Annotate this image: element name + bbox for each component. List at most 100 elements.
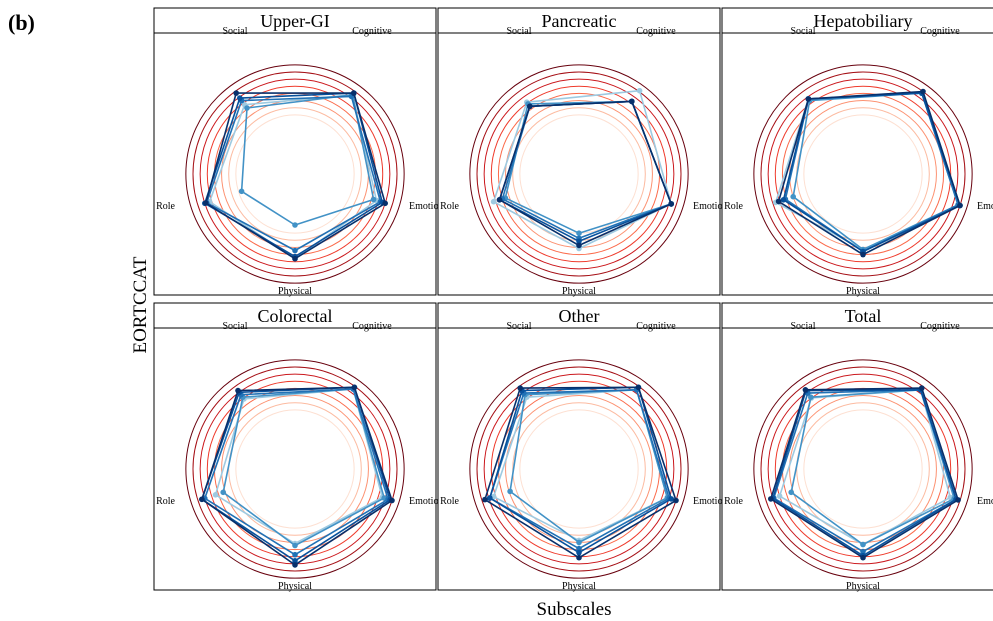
grid-ring	[760, 71, 966, 277]
data-point	[805, 96, 812, 102]
data-point	[788, 489, 794, 496]
data-point	[576, 242, 582, 249]
data-point	[768, 496, 774, 502]
data-point	[490, 198, 497, 205]
data-point	[629, 98, 635, 105]
grid-ring	[767, 78, 959, 270]
data-point	[199, 496, 205, 503]
axis-label: Social	[507, 26, 532, 37]
series-line	[204, 388, 389, 556]
data-point	[668, 496, 674, 502]
data-point	[860, 554, 866, 561]
data-point	[292, 222, 298, 228]
data-point	[212, 492, 219, 498]
grid-ring	[760, 366, 966, 572]
axis-label: Physical	[846, 286, 880, 297]
axis-label: Role	[724, 201, 743, 212]
series-line	[771, 388, 957, 557]
axis-label: Emotional	[977, 496, 993, 507]
panel-frame	[437, 7, 721, 296]
data-point	[487, 495, 493, 501]
data-point	[233, 90, 239, 96]
series-line	[240, 94, 375, 226]
data-point	[802, 387, 809, 393]
grid-ring	[483, 78, 675, 270]
data-point	[389, 497, 395, 504]
data-point	[220, 489, 226, 496]
data-point	[527, 103, 533, 110]
data-point	[576, 230, 582, 236]
grid-ring	[483, 373, 675, 565]
data-point	[235, 387, 241, 394]
axis-label: Cognitive	[636, 321, 676, 332]
series-line	[201, 386, 393, 566]
series-line	[208, 94, 378, 260]
radar-panel: Colorectal Cognitive Emotional Physical Role…	[153, 302, 451, 592]
series-line	[201, 386, 391, 562]
grid-ring	[519, 409, 639, 529]
x-axis-label: Subscales	[537, 599, 612, 620]
data-point	[808, 394, 814, 401]
grid-ring	[469, 64, 689, 284]
series-line	[488, 386, 673, 554]
panel-frame	[721, 302, 993, 591]
data-point	[292, 247, 298, 254]
data-point	[668, 201, 674, 207]
panel-title: Hepatobiliary	[814, 11, 913, 31]
series-line	[492, 89, 673, 250]
series-line	[777, 90, 961, 256]
data-point	[292, 551, 298, 558]
data-point	[957, 202, 963, 209]
axis-label: Physical	[278, 286, 312, 297]
data-point	[576, 539, 582, 546]
data-point	[482, 496, 488, 503]
axis-label: Cognitive	[920, 26, 960, 37]
series-line	[205, 95, 382, 252]
series-line	[484, 386, 677, 559]
grid-ring	[206, 85, 384, 263]
data-point	[507, 488, 513, 495]
grid-ring	[235, 409, 355, 529]
axis-label: Role	[156, 496, 175, 507]
data-point	[635, 384, 642, 391]
data-point	[920, 88, 926, 95]
panel-title: Pancreatic	[542, 11, 617, 31]
series-line	[498, 100, 673, 247]
grid-ring	[803, 409, 923, 529]
data-point	[292, 558, 298, 564]
data-point	[351, 384, 358, 391]
data-point	[292, 255, 298, 262]
grid-ring	[476, 71, 682, 277]
series-line	[790, 388, 956, 546]
data-point	[237, 95, 243, 101]
axis-label: Cognitive	[352, 26, 392, 37]
grid-ring	[767, 373, 959, 565]
grid-ring	[185, 359, 405, 579]
data-point	[790, 193, 796, 200]
grid-ring	[228, 107, 362, 241]
panel-title: Colorectal	[258, 306, 333, 326]
data-point	[955, 497, 961, 503]
data-point	[370, 196, 377, 203]
panel-title: Upper-GI	[260, 11, 330, 31]
axis-label: Cognitive	[920, 321, 960, 332]
grid-ring	[753, 359, 973, 579]
axis-label: Social	[791, 26, 816, 37]
axis-label: Physical	[562, 581, 596, 592]
radar-panel: Total Cognitive Emotional Physical Role Socia…	[721, 302, 993, 592]
axis-label: Emotional	[693, 496, 735, 507]
data-point	[775, 198, 782, 205]
panel-title: Total	[845, 306, 882, 326]
data-point	[292, 542, 298, 549]
data-point	[860, 541, 866, 548]
panel-grid: Upper-GI Cognitive Emotional Physical Role So…	[153, 7, 993, 592]
grid-ring	[192, 71, 398, 277]
grid-ring	[512, 402, 646, 536]
panel-tag: (b)	[8, 10, 35, 35]
axis-label: Cognitive	[352, 321, 392, 332]
axis-label: Emotional	[409, 201, 451, 212]
axis-label: Role	[156, 201, 175, 212]
axis-label: Role	[724, 496, 743, 507]
axis-label: Physical	[278, 581, 312, 592]
